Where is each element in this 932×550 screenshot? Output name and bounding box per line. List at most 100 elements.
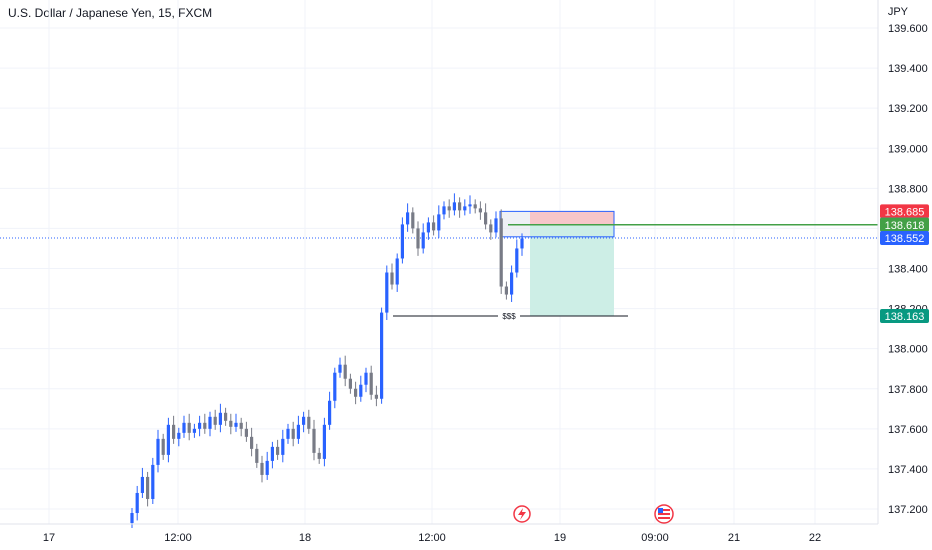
candle-body bbox=[463, 206, 467, 211]
candle-body bbox=[333, 372, 337, 401]
candle-body bbox=[380, 312, 384, 399]
candle-body bbox=[515, 248, 519, 273]
price-tag-label: 138.552 bbox=[885, 233, 925, 245]
candle-body bbox=[390, 272, 394, 285]
price-tag bbox=[880, 204, 929, 219]
price-tag bbox=[880, 231, 929, 246]
candle-body bbox=[411, 212, 415, 229]
candle-body bbox=[239, 422, 243, 429]
candle-body bbox=[348, 378, 352, 389]
candle-body bbox=[499, 218, 503, 287]
candle-body bbox=[484, 212, 488, 225]
candle-body bbox=[296, 424, 300, 439]
candle-body bbox=[489, 224, 493, 233]
candle-body bbox=[250, 436, 254, 449]
candles bbox=[130, 193, 524, 529]
flash-event-icon[interactable] bbox=[513, 505, 531, 523]
price-tag-label: 138.685 bbox=[885, 206, 925, 218]
candle-body bbox=[312, 428, 316, 453]
candle-body bbox=[156, 438, 160, 465]
candle-body bbox=[452, 202, 456, 211]
candle-body bbox=[213, 416, 217, 425]
candle-body bbox=[328, 400, 332, 425]
candle-body bbox=[244, 428, 248, 437]
candle-body bbox=[234, 422, 238, 427]
x-tick-label: 18 bbox=[299, 532, 311, 544]
candle-body bbox=[135, 492, 139, 514]
candle-body bbox=[468, 204, 472, 207]
candle-body bbox=[286, 428, 290, 439]
candle-body bbox=[307, 416, 311, 429]
candle-body bbox=[291, 428, 295, 439]
candle-body bbox=[510, 272, 514, 295]
candle-body bbox=[255, 448, 259, 463]
candle-body bbox=[224, 412, 228, 421]
candle-body bbox=[192, 428, 196, 433]
candle-body bbox=[426, 222, 430, 233]
candle-body bbox=[322, 424, 326, 459]
candle-body bbox=[494, 218, 498, 233]
candle-body bbox=[343, 364, 347, 379]
chart-title: U.S. Dollar / Japanese Yen, 15, FXCM bbox=[8, 6, 213, 20]
candle-body bbox=[473, 204, 477, 209]
price-tag bbox=[880, 308, 929, 323]
y-tick-label: 138.400 bbox=[888, 264, 928, 276]
candle-body bbox=[437, 214, 441, 231]
stop-loss-zone bbox=[530, 211, 614, 225]
candle-body bbox=[338, 364, 342, 373]
candle-body bbox=[317, 452, 321, 459]
y-tick-label: 139.000 bbox=[888, 143, 928, 155]
y-tick-label: 138.000 bbox=[888, 344, 928, 356]
y-tick-label: 139.200 bbox=[888, 103, 928, 115]
price-lines: $$$ bbox=[0, 224, 878, 321]
grid bbox=[0, 0, 878, 524]
x-tick-label: 17 bbox=[43, 532, 55, 544]
y-tick-label: 137.800 bbox=[888, 384, 928, 396]
candle-body bbox=[364, 372, 368, 385]
candle-body bbox=[161, 438, 165, 455]
candle-body bbox=[270, 446, 274, 461]
candle-body bbox=[447, 206, 451, 211]
candle-body bbox=[354, 388, 358, 397]
us-flag-icon[interactable] bbox=[654, 504, 674, 524]
candle-body bbox=[374, 394, 378, 399]
candle-body bbox=[421, 232, 425, 249]
candle-body bbox=[458, 202, 462, 211]
candle-body bbox=[478, 208, 482, 213]
y-tick-label: 138.800 bbox=[888, 183, 928, 195]
candle-body bbox=[203, 422, 207, 429]
currency-label: JPY bbox=[887, 6, 908, 18]
candle-body bbox=[395, 258, 399, 285]
y-tick-label: 139.600 bbox=[888, 23, 928, 35]
event-icons bbox=[513, 504, 674, 524]
y-tick-label: 137.600 bbox=[888, 424, 928, 436]
x-tick-label: 09:00 bbox=[641, 532, 669, 544]
candle-body bbox=[166, 424, 170, 455]
take-profit-zone bbox=[530, 224, 614, 316]
x-tick-label: 19 bbox=[554, 532, 566, 544]
candle-body bbox=[369, 372, 373, 395]
candle-body bbox=[302, 416, 306, 425]
candle-body bbox=[218, 412, 222, 425]
x-tick-label: 12:00 bbox=[418, 532, 446, 544]
x-tick-label: 22 bbox=[809, 532, 821, 544]
candle-body bbox=[520, 238, 524, 249]
candle-body bbox=[504, 286, 508, 295]
candle-body bbox=[172, 424, 176, 439]
y-tick-label: 139.400 bbox=[888, 63, 928, 75]
candle-body bbox=[432, 222, 436, 231]
x-tick-label: 12:00 bbox=[164, 532, 192, 544]
y-tick-label: 137.400 bbox=[888, 464, 928, 476]
candle-body bbox=[146, 476, 150, 499]
price-tag-label: 138.163 bbox=[885, 311, 925, 323]
price-tag-label: 138.618 bbox=[885, 220, 925, 232]
candle-body bbox=[416, 228, 420, 249]
candle-body bbox=[400, 224, 404, 259]
candle-body bbox=[406, 212, 410, 225]
y-tick-label: 137.200 bbox=[888, 504, 928, 516]
candle-body bbox=[229, 420, 233, 427]
x-tick-label: 21 bbox=[728, 532, 740, 544]
candle-body bbox=[140, 476, 144, 493]
